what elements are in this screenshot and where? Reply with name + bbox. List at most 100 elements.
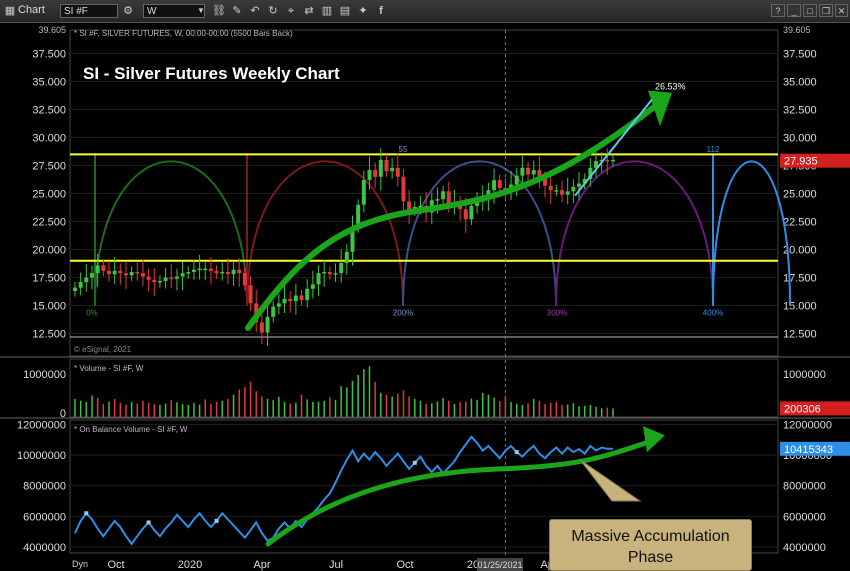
volume-last-badge [780,401,850,416]
candle-body [237,269,242,274]
x-axis-label: Apr [253,559,270,571]
price-tick-right: 32.500 [783,105,817,117]
obv-tick-right: 6000000 [783,511,826,523]
candle-body [106,270,111,275]
obv-tick-right: 8000000 [783,481,826,493]
candle-body [548,185,553,191]
chart-area: 12.500 12.500 15.000 15.000 17.500 17.500 20.0… [0,22,850,571]
price-tick-left: 30.000 [32,133,66,145]
obv-marker [214,518,219,523]
price-tick-left: 37.500 [32,49,66,61]
link-icon[interactable]: ⛓ [212,5,226,17]
price-top-label-right: 39.605 [783,25,811,35]
x-axis-label: Oct [107,559,124,571]
obv-tick-right: 4000000 [783,542,826,554]
candle-body [520,167,525,176]
obv-marker [84,511,89,516]
annotation-box: Massive Accumulation Phase [549,519,752,571]
candle-body [197,268,202,271]
candle-body [611,159,615,162]
obv-line [74,435,613,546]
price-tick-right: 22.500 [783,217,817,229]
candle-body [259,322,264,333]
candle-body [220,271,225,274]
cycle-arc-5 [712,160,791,306]
candle-body [214,270,219,274]
compare-icon[interactable]: ⇄ [304,5,314,17]
obv-panel-header: * On Balance Volume - SI #F, W [74,425,188,434]
maximize-button[interactable]: □ [803,4,817,17]
minimize-button[interactable]: _ [787,4,801,17]
candle-body [316,273,321,285]
candle-body [333,273,338,275]
candle-body [169,277,174,280]
price-tick-left: 25.000 [32,189,66,201]
candle-body [441,191,446,200]
candle-body [208,268,213,271]
candle-body [78,282,83,288]
candle-body [101,265,106,271]
annotation-line2: Phase [627,549,674,566]
chart-window-icon: ▦ [4,5,16,17]
candle-body [350,227,355,252]
volume-zero-label: 0 [60,408,66,420]
annotation-line1: Massive Accumulation [571,528,730,545]
cycle-arc-3 [402,160,557,306]
settings-icon[interactable]: ⚙ [123,5,133,17]
price-tick-left: 35.000 [32,77,66,89]
candle-body [242,273,247,286]
obv-tick-left: 6000000 [23,511,66,523]
candle-body [123,273,128,276]
candle-body [203,268,208,271]
x-axis-label: Jul [329,559,343,571]
interval-select[interactable]: W [143,4,205,18]
candle-body [390,167,395,172]
candle-body [186,271,191,274]
candle-body [475,201,480,206]
candle-body [537,170,542,179]
price-tick-left: 15.000 [32,301,66,313]
chevron-down-icon[interactable]: ▼ [197,6,205,15]
twitter-icon[interactable]: ✦ [358,5,368,17]
candle-body [373,170,378,177]
candle-body [418,205,423,208]
candle-body [378,159,383,177]
volume-tick-left: 1000000 [23,369,66,381]
cycle-top-label-2: 112 [707,145,720,154]
facebook-icon[interactable]: f [379,5,383,17]
cursor-icon[interactable]: ⌖ [287,5,295,17]
candle-body [163,277,168,281]
volume-panel-header: * Volume - SI #F, W [74,364,144,373]
price-tick-left: 20.000 [32,245,66,257]
candle-body [327,271,332,275]
candle-body [582,178,587,184]
undo-icon[interactable]: ↶ [250,5,260,17]
candle-body [560,190,565,195]
help-button[interactable]: ? [771,4,785,17]
candle-body [135,271,140,274]
chart-type-icon[interactable]: ▥ [321,5,333,17]
restore-button[interactable]: ❐ [819,4,833,17]
price-tick-left: 27.500 [32,161,66,173]
refresh-icon[interactable]: ↻ [268,5,278,17]
candle-body [265,316,270,333]
symbol-input[interactable]: SI #F [60,4,118,18]
price-tick-left: 12.500 [32,329,66,341]
cursor-date-badge [477,558,523,571]
candle-body [605,159,610,162]
price-tick-right: 25.000 [783,189,817,201]
grid-icon[interactable]: ▤ [339,5,351,17]
candle-body [191,269,196,272]
copyright-label: © eSignal, 2021 [74,345,132,354]
candle-body [577,183,582,187]
draw-icon[interactable]: ✎ [232,5,242,17]
x-axis-label: 20 [467,559,479,571]
volume-tick-right: 1000000 [783,369,826,381]
cycle-label-1: 0% [86,309,98,318]
close-button[interactable]: ✕ [835,4,848,17]
obv-marker [412,460,417,465]
candle-body [526,167,531,175]
x-axis-label: Oct [396,559,413,571]
candle-body [514,175,519,185]
obv-tick-left: 12000000 [17,420,66,432]
